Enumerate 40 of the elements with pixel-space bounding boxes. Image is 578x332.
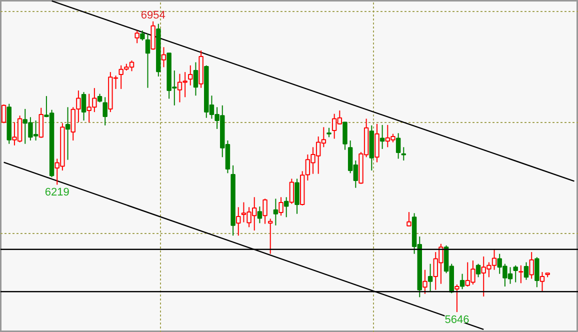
candlestick bbox=[273, 198, 278, 226]
candlestick bbox=[374, 123, 380, 163]
annotation: 5646 bbox=[444, 314, 470, 326]
candlestick bbox=[460, 273, 465, 290]
candlestick bbox=[284, 196, 289, 218]
candlestick bbox=[236, 206, 241, 236]
candlestick bbox=[145, 33, 150, 88]
candlestick bbox=[524, 262, 529, 280]
candlestick bbox=[81, 92, 86, 121]
candlestick bbox=[193, 62, 198, 96]
candlestick bbox=[406, 212, 412, 227]
candlestick bbox=[513, 264, 518, 283]
candlestick bbox=[518, 264, 524, 284]
candlestick bbox=[161, 46, 166, 68]
candlestick bbox=[540, 272, 545, 292]
annotation: 6954 bbox=[140, 9, 166, 22]
candlestick bbox=[257, 206, 262, 224]
candlestick bbox=[140, 30, 145, 41]
candlestick bbox=[278, 196, 284, 216]
candlestick bbox=[38, 107, 44, 138]
candlestick bbox=[534, 256, 540, 288]
candlestick bbox=[396, 132, 401, 160]
candlestick bbox=[326, 127, 332, 138]
candlestick bbox=[134, 30, 140, 44]
candlestick bbox=[289, 178, 294, 204]
candlestick bbox=[529, 252, 534, 280]
candlestick bbox=[294, 178, 300, 214]
candlestick bbox=[476, 263, 481, 278]
candlestick bbox=[428, 263, 433, 292]
candlestick bbox=[422, 269, 428, 294]
candlestick bbox=[262, 198, 268, 224]
candlestick bbox=[150, 20, 156, 50]
candlestick bbox=[380, 124, 385, 150]
candlestick bbox=[102, 96, 108, 126]
candlestick bbox=[268, 218, 273, 254]
annotation: 6219 bbox=[44, 186, 70, 199]
candlestick bbox=[342, 121, 348, 150]
candlestick bbox=[65, 106, 70, 160]
candlestick bbox=[454, 284, 460, 313]
candlestick bbox=[188, 64, 193, 86]
